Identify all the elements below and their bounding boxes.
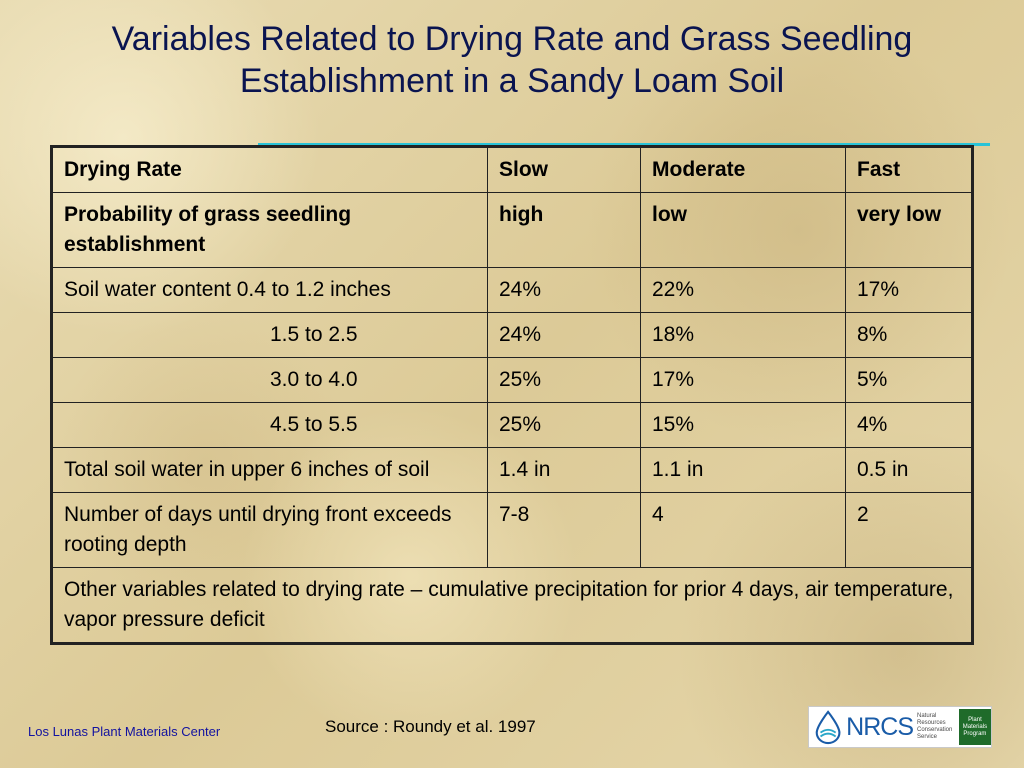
row-label: Probability of grass seedling establishm… — [51, 192, 488, 268]
cell-fast: 4% — [845, 402, 973, 448]
header-cell-drying-rate: Drying Rate — [51, 146, 488, 193]
cell-moderate: 4 — [640, 492, 846, 568]
title-line-2: Establishment in a Sandy Loam Soil — [239, 62, 785, 100]
nrcs-logo-text: NRCS — [846, 712, 914, 741]
row-label: 1.5 to 2.5 — [51, 312, 488, 358]
table-row-soil-water-4.5-5.5: 4.5 to 5.5 25% 15% 4% — [51, 402, 973, 448]
cell-fast: 17% — [845, 267, 973, 313]
cell-fast: 2 — [845, 492, 973, 568]
cell-fast: very low — [845, 192, 973, 268]
title-accent-line — [258, 143, 990, 146]
table-row-other-variables: Other variables related to drying rate –… — [51, 567, 973, 644]
cell-slow: high — [487, 192, 641, 268]
cell-moderate: 22% — [640, 267, 846, 313]
plant-materials-program-badge: Plant Materials Program — [958, 709, 991, 745]
title-line-1: Variables Related to Drying Rate and Gra… — [111, 20, 913, 58]
row-label: 3.0 to 4.0 — [51, 357, 488, 403]
table-row-soil-water-3.0-4.0: 3.0 to 4.0 25% 17% 5% — [51, 357, 973, 403]
cell-moderate: 18% — [640, 312, 846, 358]
cell-slow: 7-8 — [487, 492, 641, 568]
water-drop-icon — [815, 710, 841, 745]
cell-moderate: low — [640, 192, 846, 268]
other-variables-note: Other variables related to drying rate –… — [51, 567, 973, 644]
row-label: Soil water content 0.4 to 1.2 inches — [51, 267, 488, 313]
cell-fast: 5% — [845, 357, 973, 403]
cell-moderate: 17% — [640, 357, 846, 403]
table-row-probability: Probability of grass seedling establishm… — [51, 192, 973, 268]
cell-fast: 8% — [845, 312, 973, 358]
cell-slow: 1.4 in — [487, 447, 641, 493]
nrcs-agency-text: Natural Resources Conservation Service — [917, 713, 953, 740]
cell-slow: 25% — [487, 402, 641, 448]
cell-slow: 25% — [487, 357, 641, 403]
cell-fast: 0.5 in — [845, 447, 973, 493]
header-cell-slow: Slow — [487, 146, 641, 193]
source-citation: Source : Roundy et al. 1997 — [325, 717, 536, 736]
drying-rate-table: Drying Rate Slow Moderate Fast Probabili… — [50, 145, 974, 645]
table-row-soil-water-1.5-2.5: 1.5 to 2.5 24% 18% 8% — [51, 312, 973, 358]
cell-moderate: 15% — [640, 402, 846, 448]
cell-moderate: 1.1 in — [640, 447, 846, 493]
row-label: 4.5 to 5.5 — [51, 402, 488, 448]
cell-slow: 24% — [487, 312, 641, 358]
nrcs-logo: NRCS Natural Resources Conservation Serv… — [808, 706, 992, 748]
table-row-days-until-drying: Number of days until drying front exceed… — [51, 492, 973, 568]
table-header-row: Drying Rate Slow Moderate Fast — [51, 146, 973, 193]
cell-slow: 24% — [487, 267, 641, 313]
header-cell-moderate: Moderate — [640, 146, 846, 193]
table-row-soil-water-0.4-1.2: Soil water content 0.4 to 1.2 inches 24%… — [51, 267, 973, 313]
header-cell-fast: Fast — [845, 146, 973, 193]
center-name: Los Lunas Plant Materials Center — [28, 724, 221, 739]
row-label: Number of days until drying front exceed… — [51, 492, 488, 568]
table-row-total-soil-water: Total soil water in upper 6 inches of so… — [51, 447, 973, 493]
slide-title: Variables Related to Drying Rate and Gra… — [20, 18, 1004, 102]
row-label: Total soil water in upper 6 inches of so… — [51, 447, 488, 493]
